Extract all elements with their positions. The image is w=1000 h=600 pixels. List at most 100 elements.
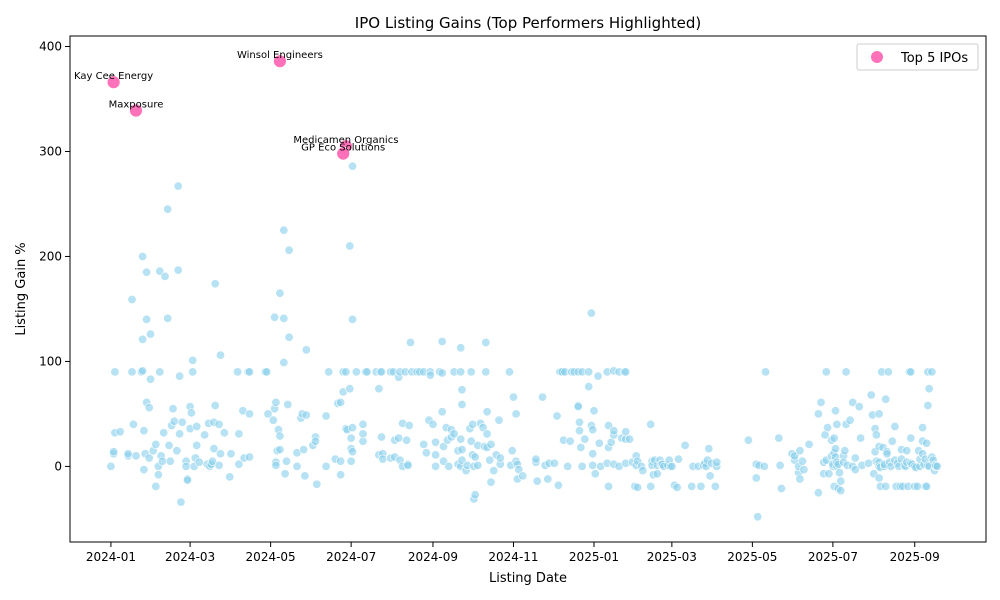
data-point [324, 367, 334, 377]
data-point [271, 397, 281, 407]
x-axis: 2024-01 2024-03 2024-05 2024-07 2024-09 2024-… [86, 542, 940, 564]
data-point [310, 436, 320, 446]
data-point [759, 461, 769, 471]
data-point [321, 411, 331, 421]
data-point [830, 406, 840, 416]
data-point [127, 367, 137, 377]
data-point [146, 374, 156, 384]
data-point [181, 461, 191, 471]
y-axis-label: Listing Gain % [14, 242, 29, 335]
data-point [419, 439, 429, 449]
data-point [159, 428, 169, 438]
data-point [881, 394, 891, 404]
data-point [638, 466, 648, 476]
data-point [153, 470, 163, 480]
data-point [175, 371, 185, 381]
data-point [485, 455, 495, 465]
data-point [468, 419, 478, 429]
y-tick-label: 300 [39, 144, 62, 158]
data-point [347, 314, 357, 324]
data-point [840, 446, 850, 456]
data-point [341, 367, 351, 377]
highlight-point [336, 146, 351, 161]
legend-marker [871, 51, 883, 63]
data-point [621, 367, 631, 377]
data-point [850, 453, 860, 463]
data-point [482, 429, 492, 439]
data-point [576, 442, 586, 452]
data-point [186, 408, 196, 418]
data-point [890, 421, 900, 431]
data-point [163, 204, 173, 214]
x-tick-label: 2024-01 [86, 550, 136, 564]
data-point [646, 481, 656, 491]
data-point [425, 370, 435, 380]
data-point [710, 481, 720, 491]
data-point [486, 477, 496, 487]
data-point [577, 461, 587, 471]
data-point [194, 457, 204, 467]
data-point [146, 329, 156, 339]
data-point [486, 439, 496, 449]
data-point [494, 415, 504, 425]
data-point [234, 459, 244, 469]
data-point [216, 350, 226, 360]
data-point [795, 474, 805, 484]
data-point [646, 419, 656, 429]
data-point [829, 433, 839, 443]
data-point [652, 469, 662, 479]
data-point [402, 435, 412, 445]
data-point [667, 461, 677, 471]
data-point [836, 476, 846, 486]
data-point [151, 439, 161, 449]
data-point [208, 456, 218, 466]
data-point [209, 444, 219, 454]
data-point [712, 457, 722, 467]
data-point [245, 452, 255, 462]
data-point [275, 445, 285, 455]
data-point [188, 355, 198, 365]
data-point [262, 367, 272, 377]
data-point [444, 461, 454, 471]
x-tick-label: 2024-05 [246, 550, 296, 564]
data-point [584, 367, 594, 377]
data-point [394, 433, 404, 443]
x-tick-label: 2024-07 [326, 550, 376, 564]
data-point [200, 430, 210, 440]
x-tick-label: 2024-11 [488, 550, 538, 564]
data-point [518, 471, 528, 481]
data-point [144, 403, 154, 413]
data-point [138, 252, 148, 262]
data-point [563, 461, 573, 471]
data-point [431, 461, 441, 471]
y-tick-label: 100 [39, 354, 62, 368]
data-point [588, 460, 598, 470]
x-tick-label: 2025-09 [890, 550, 940, 564]
data-point [457, 445, 467, 455]
data-point [580, 434, 590, 444]
data-point [279, 313, 289, 323]
data-point [588, 425, 598, 435]
data-point [573, 402, 583, 412]
data-point [284, 245, 294, 255]
data-point [263, 409, 273, 419]
data-point [245, 409, 255, 419]
data-point [882, 449, 892, 459]
data-point [139, 426, 149, 436]
data-point [142, 267, 152, 277]
data-point [705, 471, 715, 481]
data-point [160, 271, 170, 281]
data-point [300, 471, 310, 481]
data-point [283, 399, 293, 409]
y-axis: 0 100 200 300 400 [39, 39, 70, 473]
data-point [584, 382, 594, 392]
data-point [358, 429, 368, 439]
data-point [431, 450, 441, 460]
plot-frame [69, 35, 987, 543]
x-tick-label: 2024-09 [408, 550, 458, 564]
data-point [321, 461, 331, 471]
data-point [482, 407, 492, 417]
data-point [753, 512, 763, 522]
y-tick-label: 0 [54, 459, 62, 473]
data-point [123, 449, 133, 459]
